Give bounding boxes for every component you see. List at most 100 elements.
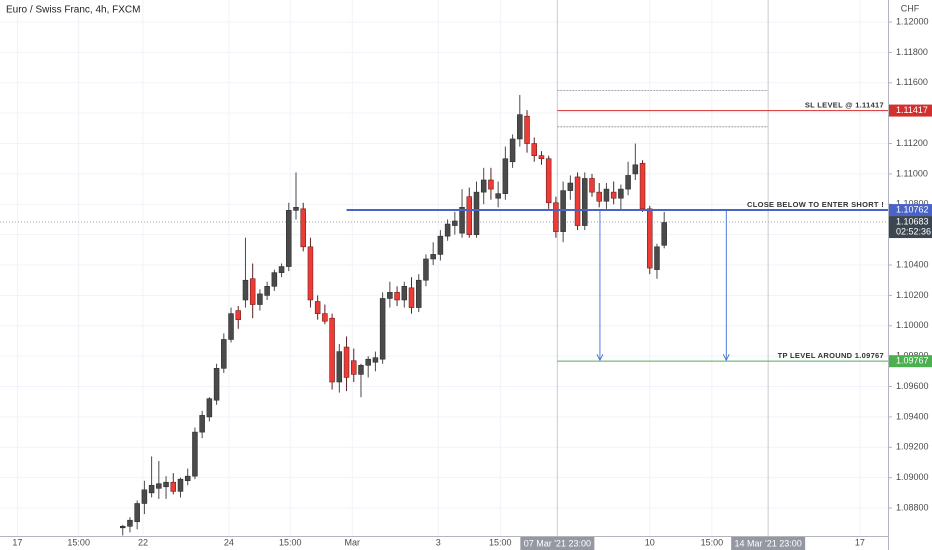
y-tick-label: 1.08800	[896, 502, 929, 512]
candle-body	[517, 114, 523, 140]
candle-body	[408, 287, 415, 308]
x-tick-label: Mar	[345, 537, 361, 547]
candle-body	[387, 292, 393, 299]
candle-body	[379, 298, 386, 360]
candle-body	[480, 179, 487, 193]
candle-body	[156, 483, 162, 489]
candle-body	[401, 286, 408, 301]
candle-body	[127, 519, 133, 527]
candle-body	[625, 175, 631, 190]
x-tick-label: 3	[436, 537, 441, 547]
candle-body	[538, 155, 545, 160]
candle-body	[314, 301, 321, 314]
candle-body	[437, 235, 444, 255]
y-tick-label: 1.09000	[896, 472, 929, 482]
level-annotation: CLOSE BELOW TO ENTER SHORT !	[747, 200, 884, 209]
candle-body	[192, 431, 198, 477]
candle-body	[531, 143, 537, 156]
candle-body	[134, 503, 140, 523]
current-price-box	[889, 216, 932, 239]
candle-body	[271, 272, 278, 287]
candle-body	[329, 317, 335, 383]
y-tick-label: 1.12000	[896, 16, 929, 26]
candle-body	[444, 223, 451, 237]
candle-body	[509, 138, 516, 163]
y-tick-label: 1.10000	[896, 320, 929, 330]
current-price-label: 1.10683	[896, 216, 929, 226]
y-tick-label: 1.09200	[896, 442, 929, 452]
y-tick-label: 1.10800	[896, 199, 929, 209]
y-tick-label: 1.11200	[896, 138, 928, 148]
candle-body	[495, 193, 501, 199]
candle-body	[242, 279, 249, 301]
candle-body	[148, 484, 155, 494]
candle-body	[639, 162, 646, 210]
candle-body	[654, 246, 660, 270]
candle-body	[184, 475, 191, 482]
level-annotation: SL LEVEL @ 1.11417	[805, 101, 884, 110]
range-label: 07 Mar '21 23:00	[524, 538, 591, 548]
candle-body	[163, 481, 169, 488]
candle-body	[610, 191, 617, 199]
candle-body	[567, 182, 574, 191]
chart-title: Euro / Swiss Franc, 4h, FXCM	[6, 5, 140, 16]
candle-body	[589, 178, 595, 193]
y-tick-label: 1.11600	[896, 77, 928, 87]
range-label-box	[520, 537, 595, 550]
candle-body	[661, 222, 667, 246]
level-annotation: TP LEVEL AROUND 1.09767	[778, 351, 884, 360]
candle-body	[177, 478, 184, 492]
arrow-head	[596, 353, 604, 362]
candle-body	[452, 220, 458, 226]
y-tick-label: 1.10400	[896, 259, 929, 269]
y-tick-label: 1.11000	[896, 168, 928, 178]
candle-body	[213, 368, 220, 401]
y-tick-label: 1.11800	[896, 47, 928, 57]
candle-body	[545, 158, 552, 204]
candle-body	[358, 364, 364, 375]
candle-body	[560, 190, 566, 232]
level-price-label: 1.11417	[896, 105, 928, 115]
candle-body	[473, 191, 480, 235]
x-tick-label: 15:00	[67, 537, 90, 547]
candle-body	[228, 313, 234, 340]
candle-body	[141, 489, 148, 504]
candle-body	[524, 115, 530, 144]
candle-body	[119, 525, 126, 529]
level-price-label: 1.10762	[896, 204, 929, 214]
range-label: 14 Mar '21 23:00	[735, 538, 802, 548]
candle-body	[647, 208, 653, 269]
candle-body	[466, 196, 473, 235]
candle-body	[351, 360, 357, 375]
candle-body	[249, 278, 256, 305]
y-tick-label: 1.09600	[896, 381, 929, 391]
candle-body	[343, 346, 350, 378]
candle-body	[293, 207, 299, 211]
x-tick-label: 22	[138, 537, 148, 547]
x-tick-label: 10	[645, 537, 655, 547]
level-price-box	[889, 104, 932, 117]
candle-body	[264, 286, 270, 296]
candle-body	[553, 202, 559, 232]
level-price-box	[889, 204, 932, 217]
candle-body	[199, 415, 205, 433]
candle-body	[423, 258, 429, 281]
candle-body	[488, 179, 494, 190]
candle-body	[596, 191, 602, 202]
candle-body	[235, 310, 241, 321]
candle-body	[307, 246, 314, 301]
candle-body	[394, 292, 400, 301]
y-tick-label: 1.10200	[896, 290, 929, 300]
countdown-label: 02:52:36	[896, 226, 931, 236]
candle-body	[372, 357, 379, 363]
candle-body	[430, 254, 436, 260]
x-tick-label: 17	[855, 537, 865, 547]
x-tick-label: 24	[224, 537, 234, 547]
candle-body	[415, 279, 422, 308]
candle-body	[459, 207, 465, 234]
candle-body	[336, 351, 343, 383]
x-tick-label: 15:00	[279, 537, 302, 547]
